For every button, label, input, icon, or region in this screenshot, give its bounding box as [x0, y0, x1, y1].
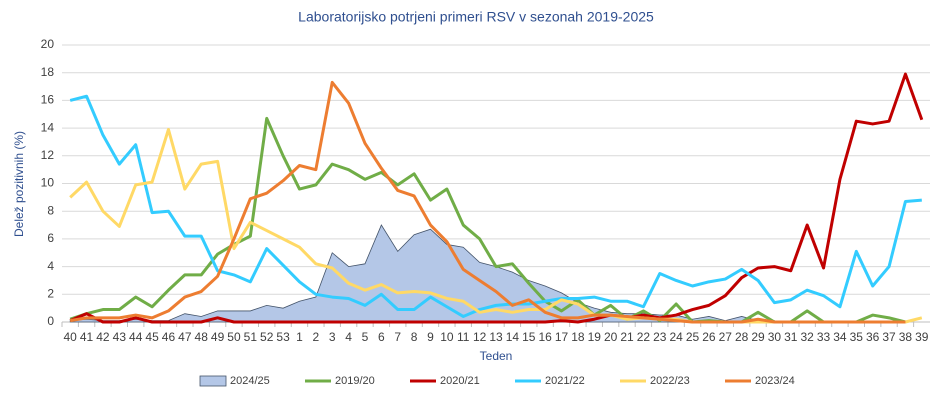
x-tick-label: 42 — [96, 330, 110, 344]
x-tick-label: 33 — [817, 330, 831, 344]
x-tick-label: 16 — [538, 330, 552, 344]
x-tick-label: 53 — [276, 330, 290, 344]
x-tick-label: 46 — [162, 330, 176, 344]
x-tick-label: 13 — [489, 330, 503, 344]
y-tick-label: 4 — [47, 259, 54, 273]
line — [69, 116, 906, 324]
x-tick-label: 45 — [145, 330, 159, 344]
x-tick-label: 41 — [80, 330, 94, 344]
x-tick-label: 11 — [457, 330, 470, 344]
y-tick-label: 10 — [41, 176, 55, 190]
x-tick-label: 43 — [113, 330, 127, 344]
x-tick-label: 49 — [211, 330, 225, 344]
x-tick-label: 4 — [345, 330, 352, 344]
y-axis-title: Delež pozitivnih (%) — [12, 131, 26, 237]
x-tick-label: 1 — [296, 330, 303, 344]
legend-swatch — [199, 375, 227, 387]
x-tick-label: 48 — [195, 330, 209, 344]
x-tick-label: 6 — [378, 330, 385, 344]
x-tick-label: 15 — [522, 330, 536, 344]
legend-label: 2023/24 — [755, 375, 795, 387]
x-tick-label: 44 — [129, 330, 143, 344]
x-tick-label: 34 — [833, 330, 847, 344]
legend-label: 2020/21 — [440, 375, 480, 387]
x-tick-label: 31 — [784, 330, 798, 344]
x-tick-label: 40 — [64, 330, 78, 344]
x-tick-label: 50 — [227, 330, 241, 344]
x-tick-label: 2 — [313, 330, 320, 344]
x-tick-label: 9 — [427, 330, 434, 344]
x-tick-label: 24 — [669, 330, 683, 344]
x-tick-label: 14 — [506, 330, 520, 344]
x-tick-label: 35 — [850, 330, 864, 344]
line — [69, 80, 906, 324]
x-tick-label: 27 — [719, 330, 733, 344]
area — [69, 224, 775, 323]
chart-title: Laboratorijsko potrjeni primeri RSV v se… — [298, 9, 654, 25]
x-tick-label: 52 — [260, 330, 274, 344]
legend-label: 2021/22 — [545, 375, 585, 387]
x-tick-label: 3 — [329, 330, 336, 344]
y-tick-label: 16 — [41, 93, 55, 107]
legend-label: 2022/23 — [650, 375, 690, 387]
x-tick-label: 32 — [800, 330, 814, 344]
x-tick-label: 22 — [637, 330, 651, 344]
x-tick-label: 37 — [882, 330, 896, 344]
y-tick-label: 8 — [47, 203, 54, 217]
x-tick-label: 26 — [702, 330, 716, 344]
x-tick-label: 30 — [768, 330, 782, 344]
x-tick-label: 51 — [244, 330, 258, 344]
y-tick-label: 0 — [47, 314, 54, 328]
y-tick-label: 2 — [47, 286, 54, 300]
x-tick-label: 21 — [620, 330, 634, 344]
legend-label: 2024/25 — [230, 375, 270, 387]
x-tick-label: 23 — [653, 330, 667, 344]
x-tick-label: 5 — [362, 330, 369, 344]
x-tick-label: 7 — [394, 330, 401, 344]
y-tick-label: 14 — [41, 120, 55, 134]
x-tick-label: 19 — [588, 330, 602, 344]
y-tick-label: 18 — [41, 65, 55, 79]
x-tick-label: 36 — [866, 330, 880, 344]
x-tick-label: 25 — [686, 330, 700, 344]
x-tick-label: 20 — [604, 330, 618, 344]
x-tick-label: 12 — [473, 330, 487, 344]
x-axis-title: Teden — [480, 349, 513, 363]
y-tick-label: 12 — [41, 148, 55, 162]
x-tick-label: 18 — [571, 330, 585, 344]
line — [69, 94, 922, 318]
y-tick-label: 6 — [47, 231, 54, 245]
x-tick-label: 10 — [440, 330, 454, 344]
x-tick-label: 38 — [899, 330, 913, 344]
legend-label: 2019/20 — [335, 375, 375, 387]
x-tick-label: 8 — [411, 330, 418, 344]
y-tick-label: 20 — [41, 37, 55, 51]
x-tick-label: 47 — [178, 330, 192, 344]
line — [69, 72, 924, 324]
x-tick-label: 28 — [735, 330, 749, 344]
x-tick-label: 39 — [915, 330, 929, 344]
x-tick-label: 29 — [751, 330, 765, 344]
x-tick-label: 17 — [555, 330, 569, 344]
